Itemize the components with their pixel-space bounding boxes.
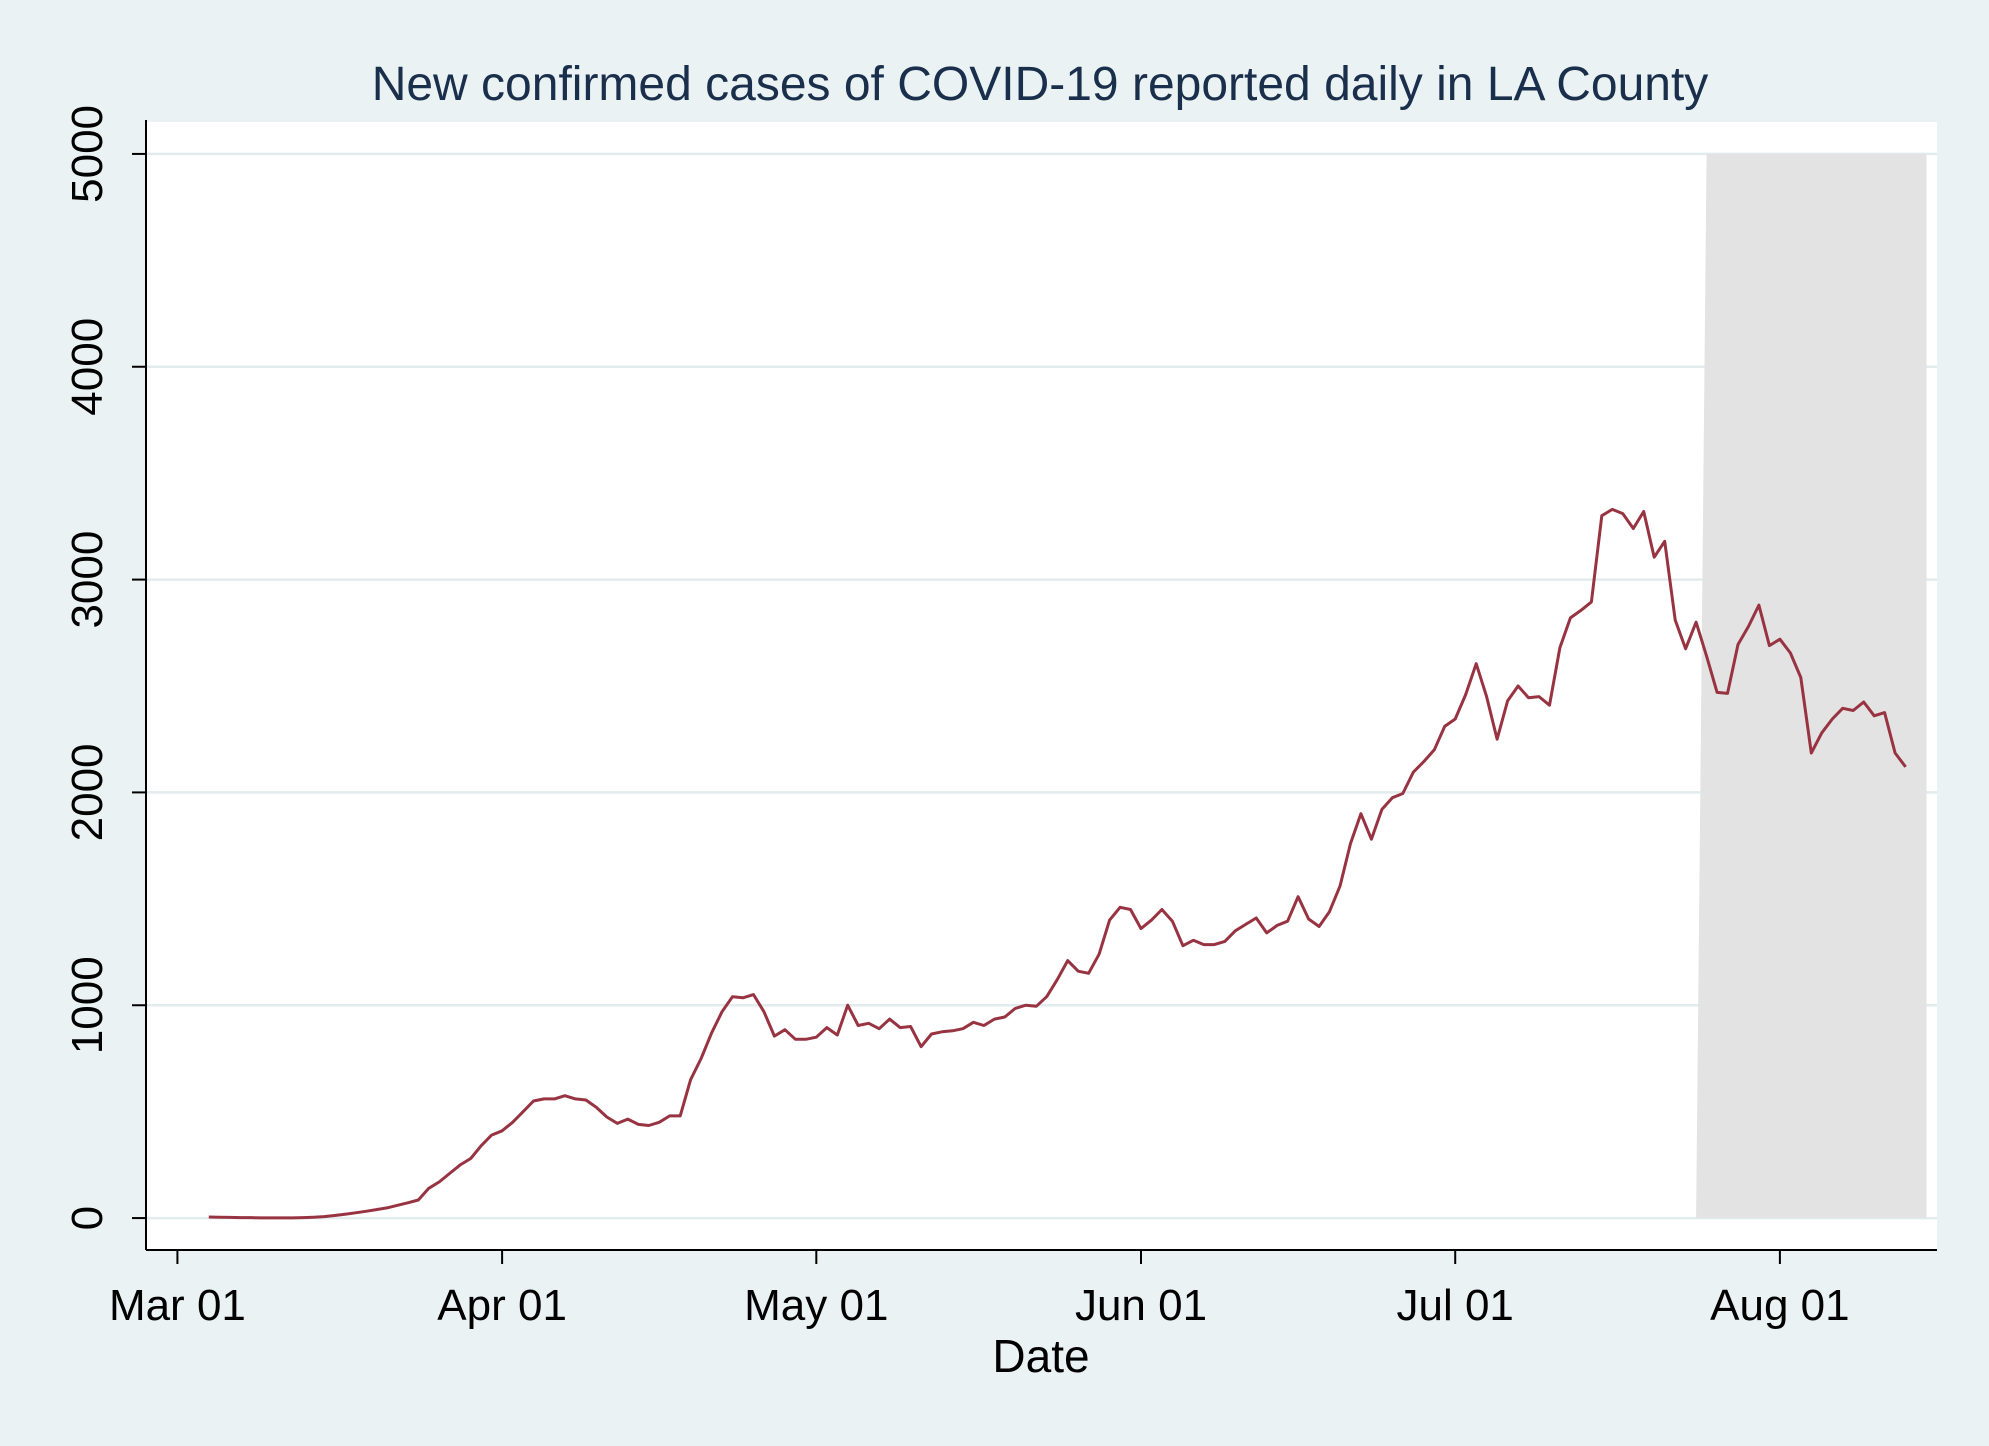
x-tick-label: Aug 01 bbox=[1710, 1281, 1849, 1330]
y-tick-label: 1000 bbox=[63, 956, 112, 1054]
chart-title: New confirmed cases of COVID-19 reported… bbox=[372, 58, 1709, 111]
x-tick-label: Apr 01 bbox=[437, 1281, 567, 1330]
y-tick-label: 3000 bbox=[63, 531, 112, 629]
gridlines bbox=[146, 152, 1937, 1220]
y-tick-label: 5000 bbox=[63, 105, 112, 203]
x-tick-label: May 01 bbox=[744, 1281, 888, 1330]
x-axis-title: Date bbox=[992, 1330, 1089, 1382]
y-tick-label: 0 bbox=[63, 1206, 112, 1230]
y-tick-label: 4000 bbox=[63, 318, 112, 416]
y-tick-label: 2000 bbox=[63, 743, 112, 841]
series-line-new-cases bbox=[208, 507, 1907, 1220]
x-tick-label: Jun 01 bbox=[1075, 1281, 1207, 1330]
shaded-region bbox=[1696, 153, 1927, 1219]
x-tick-label: Mar 01 bbox=[109, 1281, 246, 1330]
axes: 0 1000 2000 3000 4000 5000 Mar 01 Apr 01 May 01 J… bbox=[63, 105, 1937, 1330]
x-tick-label: Jul 01 bbox=[1396, 1281, 1513, 1330]
plot-area bbox=[146, 122, 1937, 1250]
